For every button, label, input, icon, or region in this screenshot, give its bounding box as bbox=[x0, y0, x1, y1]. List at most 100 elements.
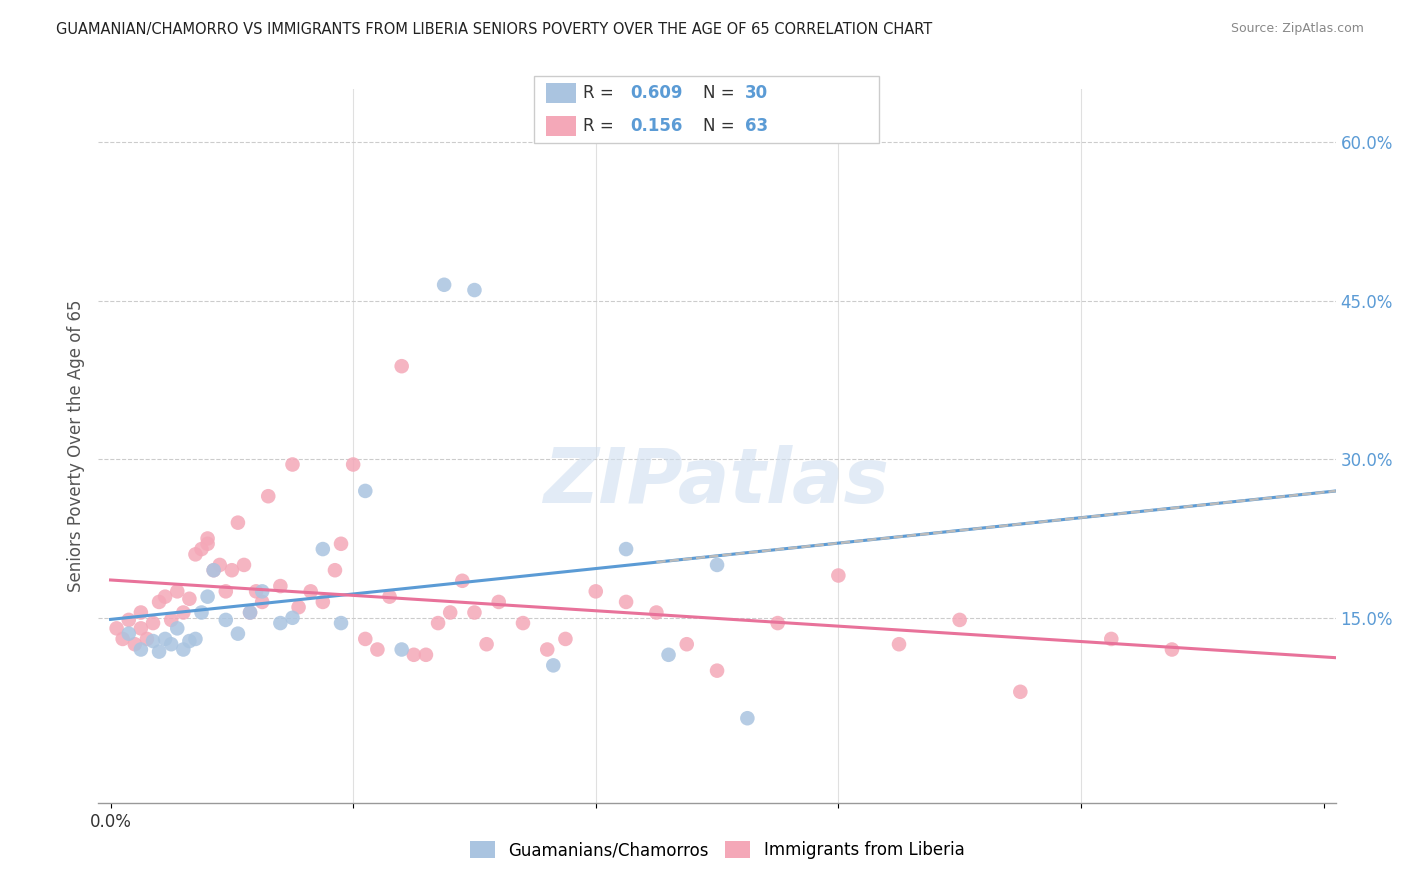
Point bbox=[166, 584, 188, 599]
Point bbox=[239, 606, 262, 620]
Point bbox=[179, 591, 201, 606]
Point bbox=[250, 595, 273, 609]
Point bbox=[153, 632, 176, 646]
Point bbox=[312, 595, 335, 609]
Point bbox=[439, 606, 461, 620]
Point bbox=[215, 613, 238, 627]
Point bbox=[160, 613, 183, 627]
Point bbox=[402, 648, 425, 662]
Point bbox=[536, 642, 558, 657]
Point bbox=[827, 568, 849, 582]
Point bbox=[166, 621, 188, 635]
Point bbox=[1161, 642, 1184, 657]
Point bbox=[706, 558, 728, 572]
Point bbox=[184, 632, 207, 646]
Point bbox=[118, 613, 141, 627]
Text: Source: ZipAtlas.com: Source: ZipAtlas.com bbox=[1230, 22, 1364, 36]
Point bbox=[766, 616, 789, 631]
Legend: Guamanians/Chamorros, Immigrants from Liberia: Guamanians/Chamorros, Immigrants from Li… bbox=[463, 834, 972, 866]
Point bbox=[190, 606, 212, 620]
Y-axis label: Seniors Poverty Over the Age of 65: Seniors Poverty Over the Age of 65 bbox=[66, 300, 84, 592]
Point bbox=[226, 516, 249, 530]
Point bbox=[433, 277, 456, 292]
Point bbox=[118, 626, 141, 640]
Point bbox=[391, 359, 413, 374]
Point bbox=[645, 606, 668, 620]
Point bbox=[124, 637, 146, 651]
Point bbox=[142, 616, 165, 631]
Text: GUAMANIAN/CHAMORRO VS IMMIGRANTS FROM LIBERIA SENIORS POVERTY OVER THE AGE OF 65: GUAMANIAN/CHAMORRO VS IMMIGRANTS FROM LI… bbox=[56, 22, 932, 37]
Text: 0.156: 0.156 bbox=[630, 117, 682, 135]
Point bbox=[136, 632, 159, 646]
Point bbox=[269, 579, 291, 593]
Point bbox=[614, 595, 637, 609]
Point bbox=[378, 590, 401, 604]
Point bbox=[202, 563, 225, 577]
Point bbox=[675, 637, 697, 651]
Point bbox=[543, 658, 565, 673]
Point bbox=[366, 642, 388, 657]
Point bbox=[354, 483, 377, 498]
Point bbox=[391, 642, 413, 657]
Point bbox=[105, 621, 128, 635]
Point bbox=[257, 489, 280, 503]
Point bbox=[129, 621, 152, 635]
Point bbox=[706, 664, 728, 678]
Point bbox=[250, 584, 273, 599]
Point bbox=[1099, 632, 1122, 646]
Point bbox=[463, 606, 485, 620]
Point bbox=[330, 616, 353, 631]
Point bbox=[488, 595, 510, 609]
Point bbox=[245, 584, 267, 599]
Point bbox=[142, 634, 165, 648]
Text: 30: 30 bbox=[745, 84, 768, 102]
Point bbox=[887, 637, 910, 651]
Point bbox=[226, 626, 249, 640]
Point bbox=[512, 616, 534, 631]
Point bbox=[208, 558, 231, 572]
Point bbox=[129, 642, 152, 657]
Point bbox=[585, 584, 607, 599]
Point bbox=[215, 584, 238, 599]
Point bbox=[299, 584, 322, 599]
Point bbox=[160, 637, 183, 651]
Point bbox=[153, 590, 176, 604]
Text: 0.609: 0.609 bbox=[630, 84, 682, 102]
Point bbox=[172, 642, 194, 657]
Point bbox=[221, 563, 243, 577]
Point bbox=[342, 458, 364, 472]
Point bbox=[657, 648, 679, 662]
Point bbox=[148, 645, 170, 659]
Point bbox=[239, 606, 262, 620]
Point bbox=[202, 563, 225, 577]
Point bbox=[475, 637, 498, 651]
Point bbox=[197, 532, 219, 546]
Point bbox=[269, 616, 291, 631]
Point bbox=[197, 537, 219, 551]
Text: ZIPatlas: ZIPatlas bbox=[544, 445, 890, 518]
Point bbox=[197, 590, 219, 604]
Point bbox=[111, 632, 134, 646]
Point bbox=[312, 542, 335, 557]
Point bbox=[330, 537, 353, 551]
Point bbox=[451, 574, 474, 588]
Point bbox=[949, 613, 972, 627]
Point bbox=[737, 711, 759, 725]
Point bbox=[179, 634, 201, 648]
Text: R =: R = bbox=[583, 84, 620, 102]
Point bbox=[415, 648, 437, 662]
Point bbox=[463, 283, 485, 297]
Point bbox=[287, 600, 309, 615]
Text: N =: N = bbox=[703, 117, 740, 135]
Point bbox=[281, 611, 304, 625]
Point bbox=[129, 606, 152, 620]
Point bbox=[554, 632, 576, 646]
Point bbox=[427, 616, 450, 631]
Text: R =: R = bbox=[583, 117, 620, 135]
Point bbox=[614, 542, 637, 557]
Point bbox=[148, 595, 170, 609]
Point bbox=[323, 563, 346, 577]
Point bbox=[172, 606, 194, 620]
Point bbox=[354, 632, 377, 646]
Point bbox=[184, 547, 207, 561]
